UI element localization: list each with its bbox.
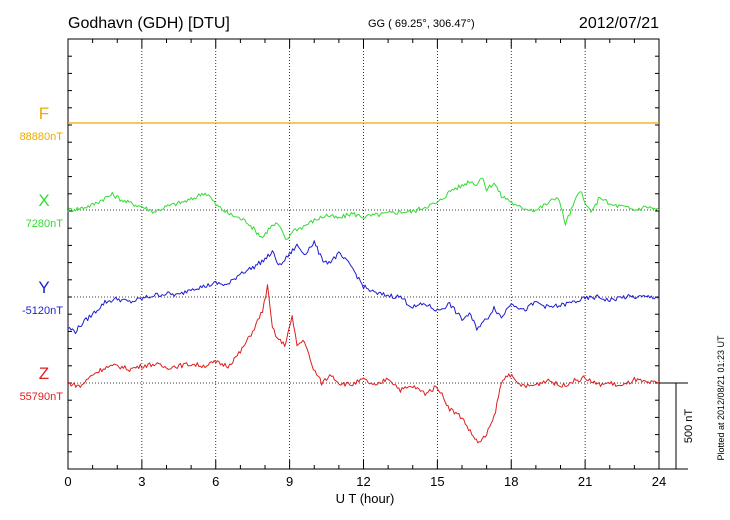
series-labels: F 88880nT X 7280nT Y -5120nT Z 55790nT	[20, 104, 64, 403]
series-name-y: Y	[38, 278, 49, 297]
vertical-grid	[141, 39, 586, 469]
scale-bar: 500 nT	[659, 382, 695, 470]
x-tick-label: 15	[430, 474, 444, 489]
x-tick-label: 9	[286, 474, 293, 489]
series-name-f: F	[39, 104, 49, 123]
series-line-x	[67, 177, 660, 240]
y-minor-ticks	[68, 38, 659, 470]
x-tick-label: 0	[64, 474, 71, 489]
plotted-at-note: Plotted at 2012/08/21 01:23 UT	[716, 335, 726, 461]
plot-frame	[67, 38, 660, 470]
series-line-y	[67, 240, 660, 334]
station-title: Godhavn (GDH) [DTU]	[68, 15, 230, 32]
scale-bar-label: 500 nT	[683, 409, 695, 444]
station-coordinates: GG ( 69.25°, 306.47°)	[368, 18, 475, 30]
x-tick-label: 6	[212, 474, 219, 489]
series-baseline-x: 7280nT	[26, 218, 64, 230]
series-name-z: Z	[39, 364, 49, 383]
series-lines	[67, 122, 660, 444]
series-name-x: X	[38, 191, 49, 210]
series-baseline-y: -5120nT	[22, 305, 63, 317]
chart-date: 2012/07/21	[579, 15, 659, 32]
series-baseline-z: 55790nT	[20, 391, 64, 403]
x-tick-label: 12	[356, 474, 370, 489]
x-axis-label: U T (hour)	[336, 491, 395, 506]
x-tick-label: 24	[652, 474, 666, 489]
series-line-z	[67, 284, 660, 444]
x-tick-label: 18	[504, 474, 518, 489]
series-baseline-f: 88880nT	[20, 131, 64, 143]
x-tick-label: 3	[138, 474, 145, 489]
x-axis: 0 3 6 9 12 15 18 21 24	[64, 39, 666, 489]
x-tick-label: 21	[578, 474, 592, 489]
